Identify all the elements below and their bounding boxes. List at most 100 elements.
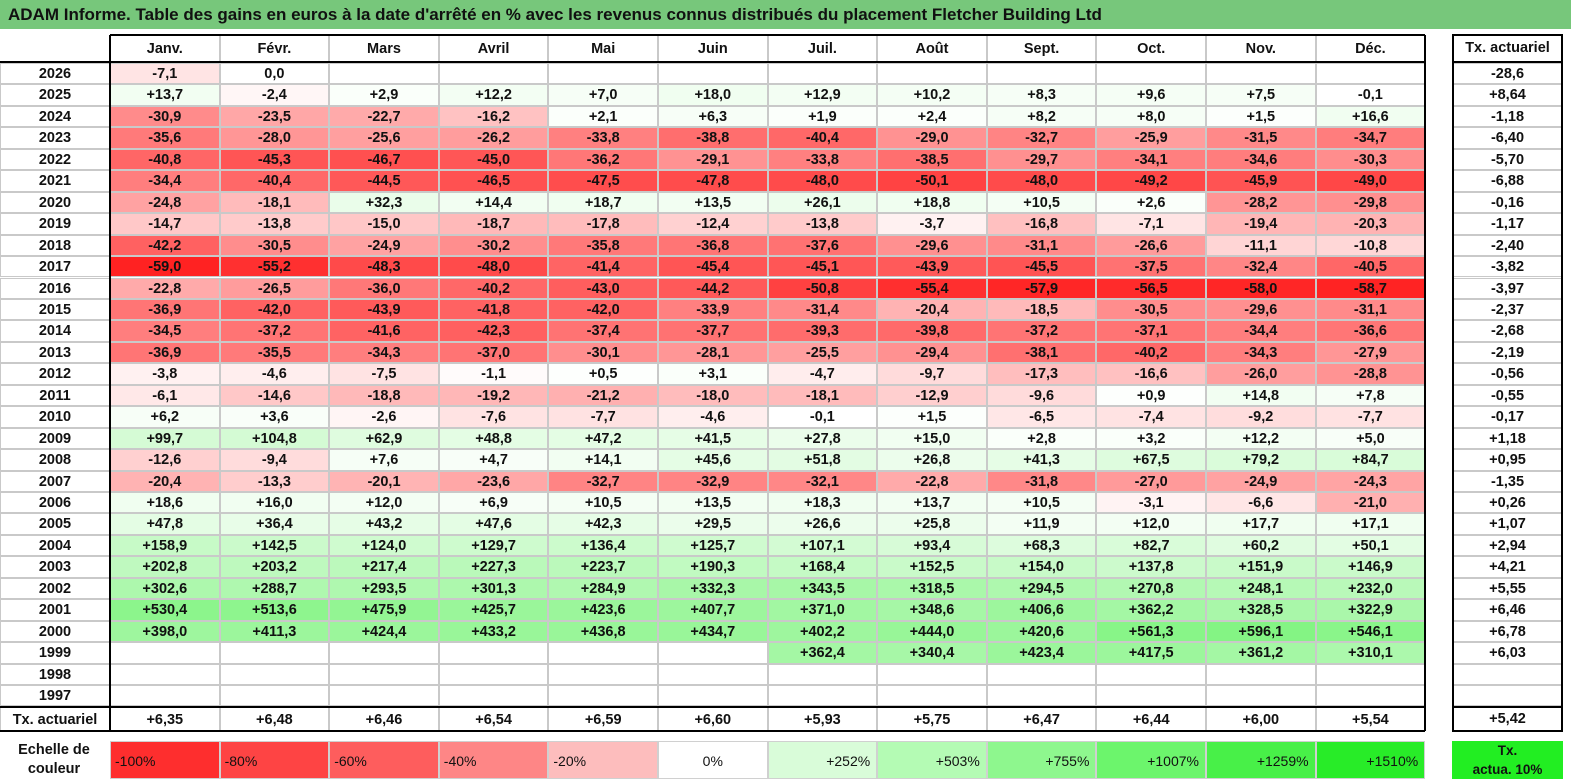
rate-column-header: Tx. actuariel — [1465, 40, 1550, 56]
table-cell: -23,5 — [219, 105, 330, 128]
legend-swatch: -60% — [329, 741, 439, 779]
table-cell: +125,7 — [658, 534, 768, 557]
table-cell: +513,6 — [219, 599, 330, 621]
table-cell: -7,5 — [329, 363, 439, 385]
table-cell: -22,7 — [329, 105, 439, 128]
footer-divider — [0, 705, 1426, 708]
table-cell: -30,3 — [1315, 148, 1426, 171]
table-cell: +423,4 — [986, 642, 1097, 664]
table-cell: -38,5 — [877, 148, 987, 171]
table-cell: -2,6 — [329, 406, 439, 428]
table-cell: +1,9 — [767, 105, 878, 128]
table-cell: -40,2 — [438, 277, 549, 299]
row-year-label: 2002 — [0, 577, 110, 600]
table-cell: +16,6 — [1315, 105, 1426, 128]
table-cell: +47,2 — [548, 427, 658, 450]
table-cell: +310,1 — [1315, 642, 1426, 664]
table-cell — [438, 63, 549, 85]
row-label-divider — [109, 35, 111, 731]
table-cell: +84,7 — [1315, 449, 1426, 471]
table-cell: +124,0 — [329, 534, 439, 557]
table-cell: +190,3 — [658, 556, 768, 578]
table-cell — [110, 685, 220, 707]
table-cell: +43,2 — [329, 513, 439, 535]
table-cell: -29,0 — [877, 127, 987, 149]
table-cell: +32,3 — [329, 191, 439, 214]
table-cell: -12,6 — [110, 449, 220, 471]
row-rate-cell: -3,97 — [1452, 277, 1563, 299]
table-cell: +6,2 — [110, 406, 220, 428]
legend-label-line1: Echelle de — [18, 742, 90, 758]
table-cell: -42,3 — [438, 320, 549, 342]
table-cell: +8,0 — [1096, 105, 1206, 128]
table-cell: +12,0 — [329, 492, 439, 514]
table-cell: +1,5 — [877, 406, 987, 428]
table-cell: -18,5 — [986, 298, 1097, 321]
table-cell: -40,8 — [110, 148, 220, 171]
table-cell — [658, 63, 768, 85]
table-cell: -37,7 — [658, 320, 768, 342]
table-cell: -20,4 — [877, 298, 987, 321]
table-cell — [548, 63, 658, 85]
table-cell — [438, 642, 549, 664]
header-divider — [1452, 61, 1563, 63]
table-cell — [1206, 685, 1316, 707]
row-year-label: 1998 — [0, 663, 110, 686]
table-cell: -37,4 — [548, 320, 658, 342]
table-cell: -38,8 — [658, 127, 768, 149]
row-year-label: 2009 — [0, 427, 110, 450]
table-cell: -37,1 — [1096, 320, 1206, 342]
row-rate-cell: -1,17 — [1452, 213, 1563, 235]
table-cell: +284,9 — [548, 577, 658, 600]
table-cell: -15,0 — [329, 213, 439, 235]
table-cell: -55,2 — [219, 256, 330, 278]
table-cell: -37,2 — [986, 320, 1097, 342]
table-cell: -32,7 — [548, 470, 658, 492]
row-year-label: 2026 — [0, 63, 110, 85]
table-cell: +12,0 — [1096, 513, 1206, 535]
row-year-label: 2020 — [0, 191, 110, 214]
table-cell: -6,6 — [1206, 492, 1316, 514]
table-cell — [329, 685, 439, 707]
table-cell: -24,9 — [329, 234, 439, 257]
row-year-label: 2006 — [0, 492, 110, 514]
table-cell: -34,4 — [1206, 320, 1316, 342]
table-cell: -29,6 — [877, 234, 987, 257]
table-cell: -46,5 — [438, 170, 549, 192]
table-cell: -7,1 — [1096, 213, 1206, 235]
legend-swatch: -100% — [110, 741, 220, 779]
table-cell: +362,2 — [1096, 599, 1206, 621]
table-cell: +332,3 — [658, 577, 768, 600]
table-cell: +13,7 — [877, 492, 987, 514]
table-cell: -32,1 — [767, 470, 878, 492]
table-cell: +107,1 — [767, 534, 878, 557]
table-cell — [219, 685, 330, 707]
table-cell: -42,0 — [219, 298, 330, 321]
column-header: Août — [877, 35, 987, 62]
table-cell — [1206, 663, 1316, 686]
footer-divider — [1452, 705, 1563, 708]
table-cell: +26,8 — [877, 449, 987, 471]
table-cell — [438, 685, 549, 707]
row-year-label: 2007 — [0, 470, 110, 492]
table-cell: +444,0 — [877, 620, 987, 643]
column-header: Sept. — [986, 35, 1097, 62]
row-year-label: 2019 — [0, 213, 110, 235]
footer-rate-cell: +6,44 — [1096, 707, 1206, 731]
table-cell: -9,6 — [986, 384, 1097, 407]
table-cell: -40,2 — [1096, 341, 1206, 364]
table-cell: -17,3 — [986, 363, 1097, 385]
legend-swatch: +1007% — [1096, 741, 1206, 779]
table-cell: -13,8 — [767, 213, 878, 235]
table-cell: +0,5 — [548, 363, 658, 385]
table-cell: -33,8 — [548, 127, 658, 149]
table-cell: +6,3 — [658, 105, 768, 128]
table-cell — [219, 642, 330, 664]
table-cell: +129,7 — [438, 534, 549, 557]
table-cell: -27,9 — [1315, 341, 1426, 364]
table-cell: -16,2 — [438, 105, 549, 128]
table-cell: -29,7 — [986, 148, 1097, 171]
legend-swatch: +252% — [767, 741, 878, 779]
row-rate-cell: -1,35 — [1452, 470, 1563, 492]
table-cell: +203,2 — [219, 556, 330, 578]
